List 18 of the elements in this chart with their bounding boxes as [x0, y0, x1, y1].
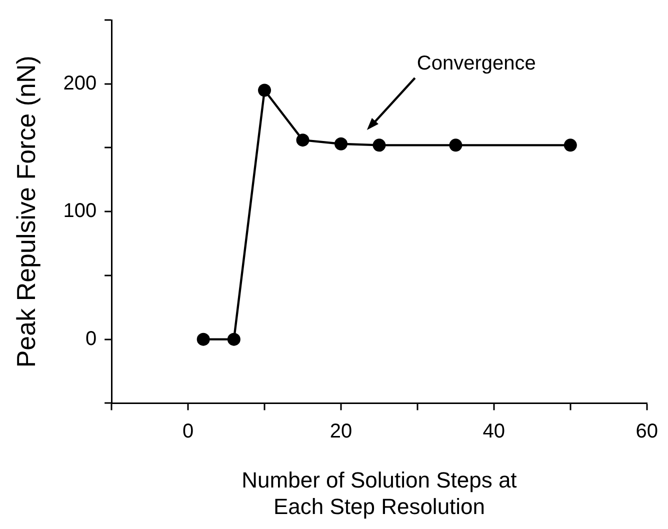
y-axis-title: Peak Repulsive Force (nN)	[10, 56, 41, 368]
point	[296, 134, 310, 147]
point	[258, 84, 272, 97]
x-tick-label: 0	[182, 420, 194, 443]
point	[334, 137, 348, 150]
x-tick-label: 40	[482, 420, 506, 443]
annotation: Convergence	[416, 52, 536, 74]
point	[372, 138, 386, 152]
x-axis-title: Number of Solution Steps at Each Step Resolution	[242, 467, 517, 519]
y-tick-label: 200	[63, 72, 97, 94]
y-tick-label: 0	[85, 328, 97, 350]
point	[196, 332, 210, 346]
point	[449, 138, 462, 152]
point	[564, 138, 577, 152]
x-tick-label: 20	[330, 420, 352, 443]
x-tick-label: 60	[636, 420, 658, 443]
y-tick-label: 100	[63, 200, 97, 222]
point	[227, 332, 240, 346]
